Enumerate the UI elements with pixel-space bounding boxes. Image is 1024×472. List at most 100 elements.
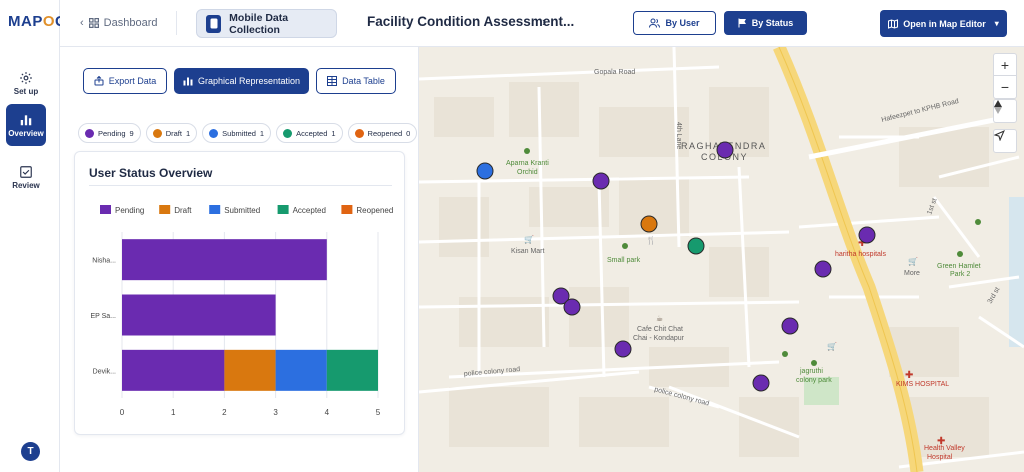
map-marker-pending[interactable] bbox=[716, 141, 734, 159]
user-status-bar-chart: Pending Draft Submitted Accepted Reopened 0 1 2… bbox=[90, 205, 393, 417]
zoom-in-button[interactable]: + bbox=[993, 53, 1017, 76]
locate-button[interactable] bbox=[993, 129, 1017, 153]
checkbox-icon bbox=[20, 165, 32, 178]
x-tick-label: 2 bbox=[222, 408, 227, 417]
status-chip-pending[interactable]: Pending 9 bbox=[78, 123, 141, 143]
rail-item-overview[interactable]: Overview bbox=[6, 104, 46, 146]
legend-label: Accepted bbox=[293, 206, 326, 215]
by-status-button[interactable]: By Status bbox=[724, 11, 807, 35]
map-marker-pending[interactable] bbox=[814, 260, 832, 278]
park-area bbox=[804, 377, 839, 405]
legend-swatch bbox=[209, 205, 221, 214]
minus-icon: − bbox=[1000, 79, 1010, 95]
map-marker-pending[interactable] bbox=[552, 287, 570, 305]
hospital-icon: ✚ bbox=[858, 238, 866, 249]
mobile-phone-icon bbox=[206, 14, 222, 33]
by-status-label: By Status bbox=[751, 18, 794, 28]
app-logo[interactable]: MAPOG bbox=[8, 13, 67, 30]
open-in-map-editor-button[interactable]: Open in Map Editor ▾ bbox=[880, 10, 1007, 37]
divider bbox=[89, 185, 392, 186]
chip-count: 0 bbox=[406, 128, 411, 138]
place-label: Hospital bbox=[927, 454, 953, 461]
tree-icon bbox=[524, 148, 530, 154]
map-marker-pending[interactable] bbox=[563, 298, 581, 316]
status-chip-row: Pending 9 Draft 1 Submitted 1 Accepted 1 Reo… bbox=[78, 123, 418, 143]
tree-icon bbox=[957, 251, 963, 257]
place-label: jagruthi bbox=[799, 368, 823, 375]
chevron-right-icon[interactable]: › bbox=[542, 14, 547, 29]
gear-icon bbox=[20, 71, 32, 84]
compass-button[interactable] bbox=[993, 99, 1017, 123]
cart-icon: 🛒 bbox=[908, 256, 918, 266]
compass-icon bbox=[994, 100, 1002, 114]
overview-panel: Export Data Graphical Representation Dat… bbox=[60, 47, 419, 472]
tree-icon bbox=[811, 360, 817, 366]
users-icon bbox=[649, 18, 661, 28]
y-tick-label: EP Sa... bbox=[90, 313, 116, 320]
legend-label: Reopened bbox=[356, 206, 393, 215]
user-status-chart-card: User Status Overview Pending Draft Submitt… bbox=[74, 151, 405, 435]
bar-segment-draft bbox=[224, 349, 276, 391]
bar-segment-accepted bbox=[326, 349, 378, 391]
x-tick-label: 5 bbox=[376, 408, 381, 417]
map-marker-accepted[interactable] bbox=[687, 237, 705, 255]
map-icon bbox=[888, 18, 899, 29]
back-label: Dashboard bbox=[103, 17, 158, 29]
map-marker-submitted[interactable] bbox=[476, 162, 494, 180]
legend-swatch bbox=[341, 205, 353, 214]
place-label: Cafe Chit Chat bbox=[637, 326, 683, 333]
map-canvas[interactable]: Gopala Road 4th Lane RAGHAVENDRA COLONY … bbox=[419, 47, 1024, 472]
bar-segment-pending bbox=[122, 294, 276, 336]
status-chip-draft[interactable]: Draft 1 bbox=[145, 123, 198, 143]
plus-icon: + bbox=[1000, 56, 1010, 73]
user-avatar[interactable]: T bbox=[21, 442, 40, 461]
y-tick-label: Devik... bbox=[93, 368, 116, 375]
legend-label: Pending bbox=[115, 206, 144, 215]
rail-item-review[interactable]: Review bbox=[6, 156, 46, 198]
rail-item-setup[interactable]: Set up bbox=[6, 62, 46, 104]
chip-count: 9 bbox=[129, 128, 134, 138]
map-marker-draft[interactable] bbox=[640, 215, 658, 233]
map-marker-pending[interactable] bbox=[592, 172, 610, 190]
map-marker-pending[interactable] bbox=[858, 226, 876, 244]
flag-icon bbox=[738, 18, 746, 28]
module-mobile-data-collection[interactable]: Mobile Data Collection bbox=[196, 9, 337, 38]
status-dot bbox=[152, 128, 162, 138]
map-marker-pending[interactable] bbox=[752, 374, 770, 392]
top-bar: ‹ Dashboard Mobile Data Collection Facil… bbox=[60, 0, 1024, 47]
map-marker-pending[interactable] bbox=[781, 317, 799, 335]
legend-label: Draft bbox=[174, 206, 192, 215]
status-markers[interactable] bbox=[476, 141, 876, 392]
place-label: Health Valley bbox=[924, 445, 965, 452]
tree-icon bbox=[975, 219, 981, 225]
road-label: 1st st bbox=[926, 198, 938, 216]
main-road-edge bbox=[778, 47, 918, 472]
chip-label: Reopened bbox=[367, 128, 403, 138]
road-label: Hafeezpet to KPHB Road bbox=[881, 98, 960, 124]
chip-label: Pending bbox=[98, 128, 126, 138]
place-label: Park 2 bbox=[950, 271, 970, 278]
chip-count: 1 bbox=[259, 128, 265, 138]
map-blocks bbox=[434, 82, 989, 457]
graphical-representation-tab[interactable]: Graphical Representation bbox=[174, 68, 309, 94]
cafe-icon: ☕ bbox=[656, 314, 663, 323]
zoom-out-button[interactable]: − bbox=[993, 76, 1017, 99]
poi-icons: ✚ ✚ ✚ 🛒 🛒 🛒 🍴 ☕ bbox=[524, 148, 981, 447]
restaurant-icon: 🍴 bbox=[646, 235, 656, 245]
project-title[interactable]: Facility Condition Assessment... bbox=[367, 14, 575, 29]
status-dot bbox=[85, 128, 94, 138]
back-to-dashboard[interactable]: ‹ Dashboard bbox=[80, 11, 177, 35]
rail-item-label: Review bbox=[12, 180, 40, 190]
export-data-button[interactable]: Export Data bbox=[83, 68, 167, 94]
status-chip-submitted[interactable]: Submitted 1 bbox=[202, 123, 272, 143]
map-marker-pending[interactable] bbox=[614, 340, 632, 358]
status-dot bbox=[283, 128, 293, 138]
status-chip-reopened[interactable]: Reopened 0 bbox=[347, 123, 418, 143]
map-view[interactable]: Gopala Road 4th Lane RAGHAVENDRA COLONY … bbox=[419, 47, 1024, 472]
status-chip-accepted[interactable]: Accepted 1 bbox=[276, 123, 343, 143]
by-user-button[interactable]: By User bbox=[633, 11, 716, 35]
chip-label: Submitted bbox=[222, 128, 256, 138]
data-table-button[interactable]: Data Table bbox=[316, 68, 396, 94]
cart-icon: 🛒 bbox=[827, 341, 837, 351]
place-label: KIMS HOSPITAL bbox=[896, 381, 949, 388]
